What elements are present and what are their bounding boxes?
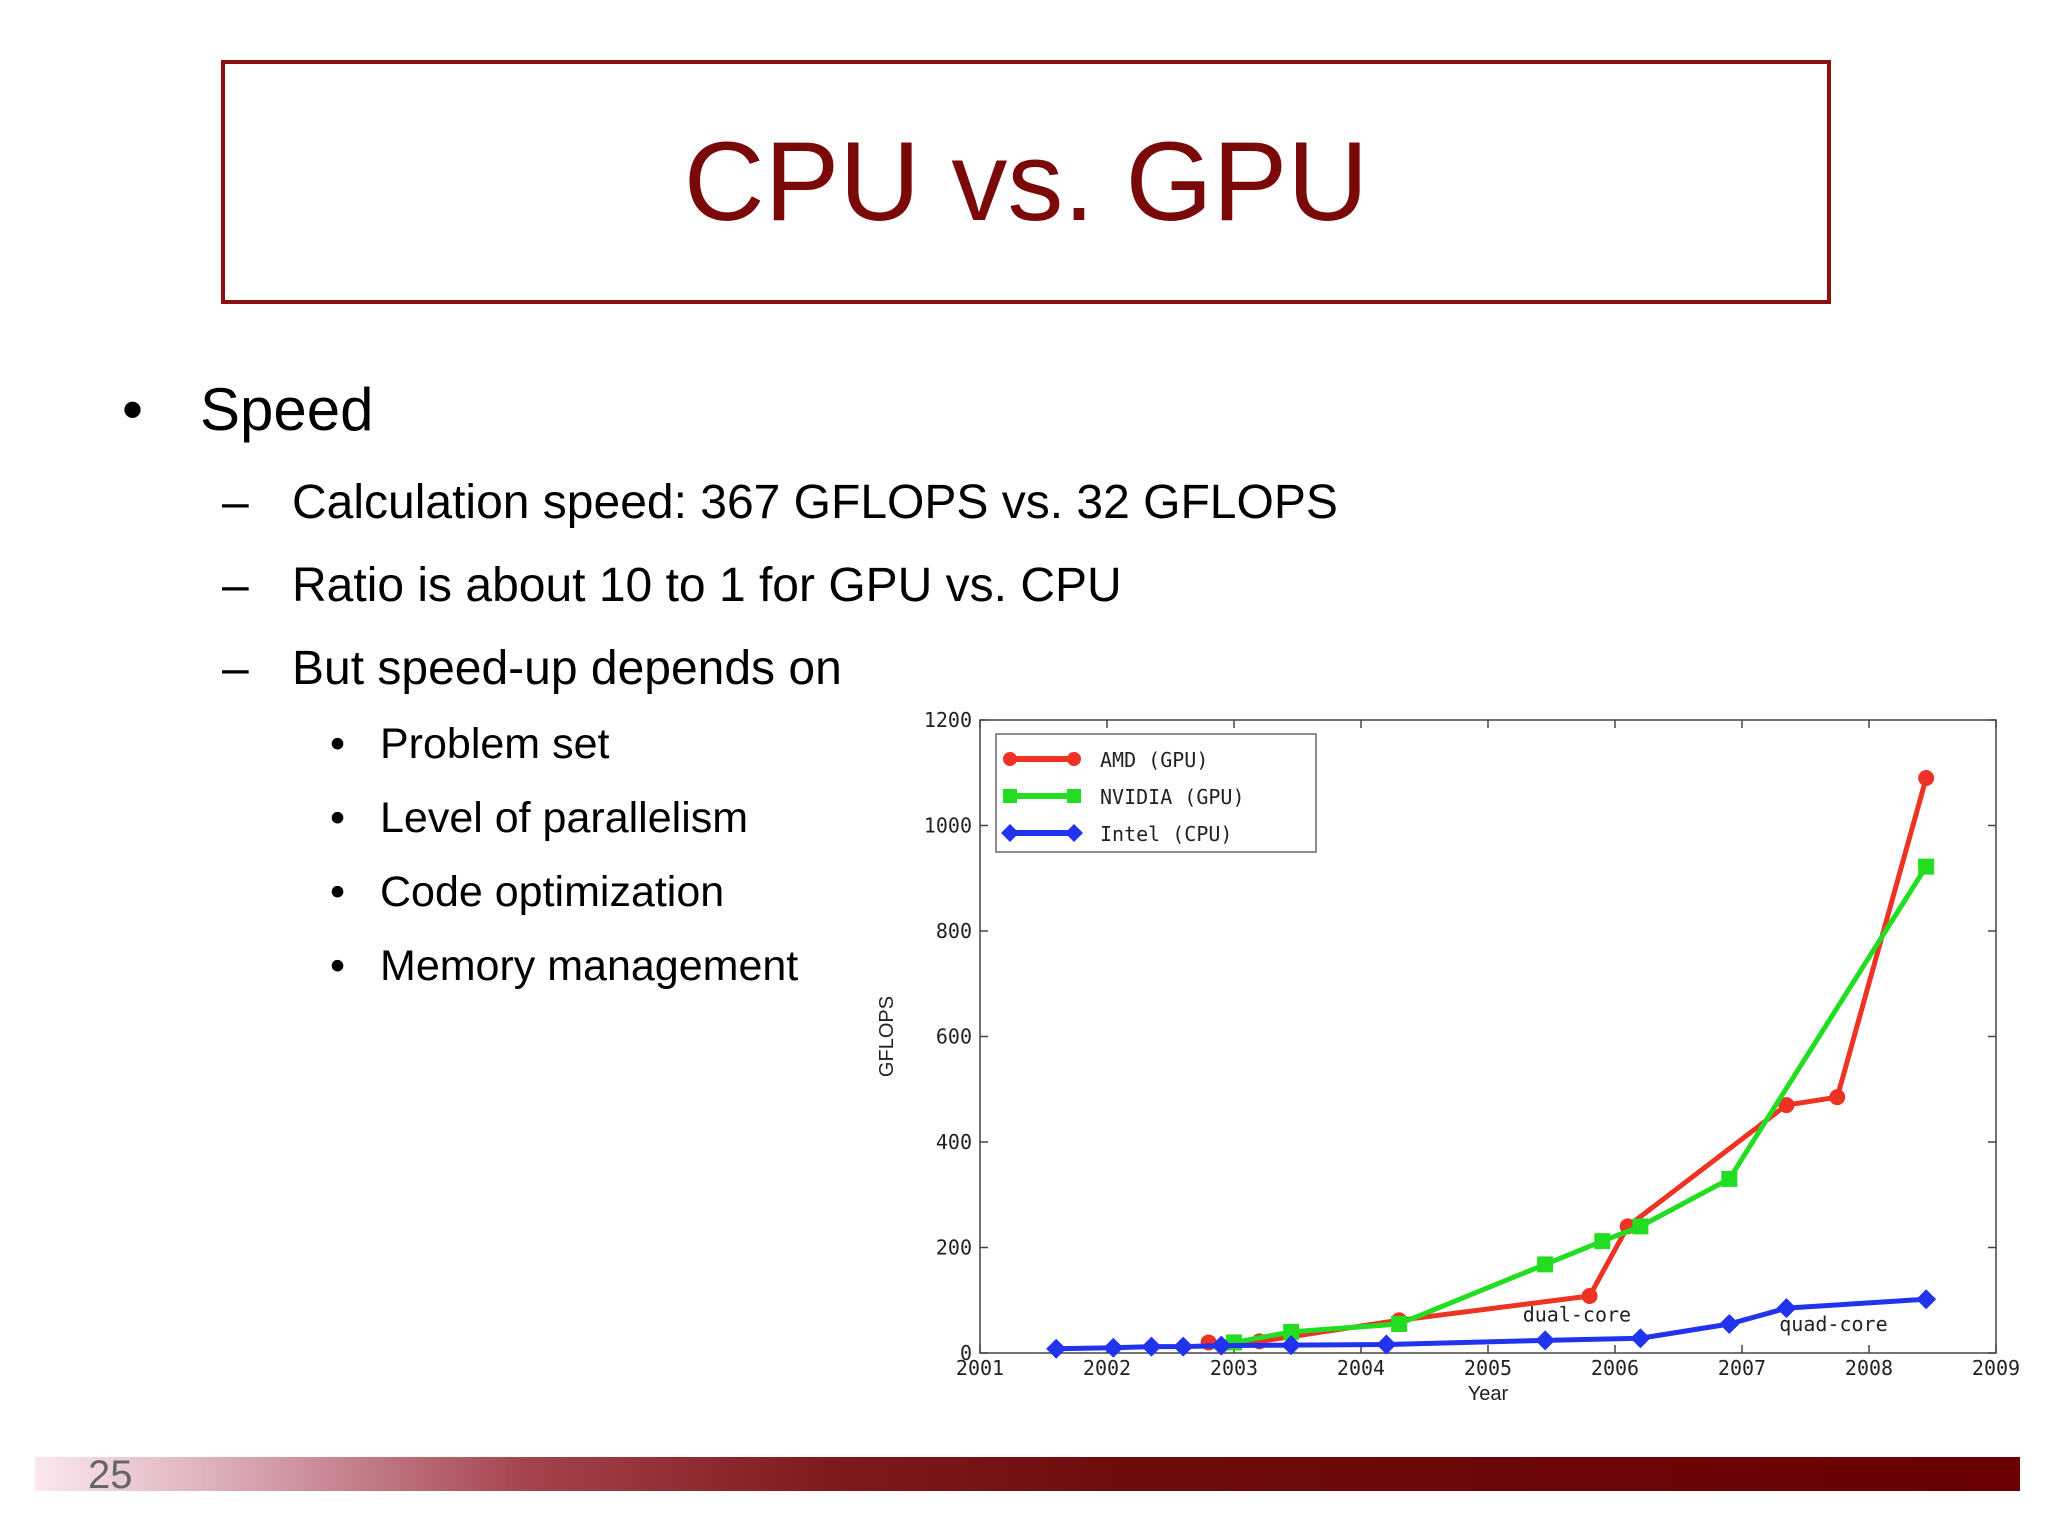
bullet-marker: • [330,720,346,768]
bullet-text: Ratio is about 10 to 1 for GPU vs. CPU [292,559,1122,612]
legend-swatch-marker [1067,752,1081,766]
legend-label: Intel (CPU) [1100,822,1232,846]
data-point [1632,1218,1649,1235]
bullet-depends: – But speed-up depends on [222,641,842,696]
bullet-ratio: – Ratio is about 10 to 1 for GPU vs. CPU [222,558,1122,613]
footer-bar [35,1457,2020,1491]
x-tick-label: 2008 [1845,1356,1893,1380]
y-tick-label: 0 [960,1341,972,1365]
x-tick-label: 2009 [1972,1356,2020,1380]
x-tick-label: 2007 [1718,1356,1766,1380]
data-point [1721,1170,1738,1187]
gflops-chart: 2001 2002 2003 2004 2005 2006 2007 2008 2009 0 200… [876,708,2020,1405]
data-point [1537,1256,1554,1273]
data-point [1211,1335,1232,1356]
data-point [1141,1336,1162,1357]
data-point [1829,1089,1846,1106]
data-point [1391,1315,1408,1332]
page-number: 25 [88,1453,133,1497]
legend-label: AMD (GPU) [1100,748,1208,772]
bullet-memory-management: • Memory management [330,942,798,991]
x-tick-label: 2001 [956,1356,1004,1380]
x-tick-label: 2003 [1210,1356,1258,1380]
bullet-marker: • [122,376,144,443]
bullet-marker: • [330,942,346,990]
series-line-0 [1208,777,1929,1345]
annotation-label: quad-core [1779,1312,1887,1336]
x-axis-title: Year [1468,1383,1509,1405]
data-point [1581,1288,1598,1305]
bullet-text: But speed-up depends on [292,642,842,695]
data-point [1173,1336,1194,1357]
bullet-code-optimization: • Code optimization [330,868,724,917]
y-tick-label: 200 [936,1236,972,1260]
legend-swatch-marker [1003,752,1017,766]
x-tick-label: 2005 [1464,1356,1512,1380]
legend-label: NVIDIA (GPU) [1100,785,1245,809]
x-tick-label: 2004 [1337,1356,1385,1380]
bullet-text: Calculation speed: 367 GFLOPS vs. 32 GFL… [292,476,1338,529]
legend-swatch-marker [1001,824,1019,842]
dash-marker: – [222,476,249,529]
y-tick-label: 600 [936,1025,972,1049]
bullet-problem-set: • Problem set [330,720,609,769]
slide-title: CPU vs. GPU [683,119,1369,244]
bullet-speed: • Speed [122,375,374,444]
data-point [1376,1334,1397,1355]
bullet-parallelism: • Level of parallelism [330,794,748,843]
y-axis-title: GFLOPS [876,996,898,1077]
data-point [1916,1289,1937,1310]
legend-swatch-marker [1067,789,1081,803]
annotation-label: dual-core [1523,1302,1631,1326]
data-point [1046,1338,1067,1359]
title-box: CPU vs. GPU [221,60,1831,304]
data-point [1103,1337,1124,1358]
data-point [1594,1233,1611,1250]
bullet-text: Code optimization [380,868,725,916]
y-tick-label: 1000 [924,814,972,838]
data-point [1778,1097,1795,1114]
series-line-1 [1233,865,1929,1345]
data-point [1535,1330,1556,1351]
data-point [1283,1323,1300,1340]
dash-marker: – [222,642,249,695]
data-point [1281,1335,1302,1356]
bullet-marker: • [330,868,346,916]
legend-swatch-marker [1003,789,1017,803]
bullet-calculation-speed: – Calculation speed: 367 GFLOPS vs. 32 GF… [222,475,1338,530]
y-tick-label: 400 [936,1130,972,1154]
data-point [1776,1298,1797,1319]
bullet-marker: • [330,794,346,842]
data-point [1918,858,1935,875]
data-point [1719,1313,1740,1334]
data-point [1918,770,1935,787]
x-tick-label: 2002 [1083,1356,1131,1380]
bullet-text: Level of parallelism [380,794,749,842]
y-tick-label: 1200 [924,708,972,732]
dash-marker: – [222,559,249,612]
data-point [1630,1328,1651,1349]
bullet-text: Speed [200,376,374,443]
y-tick-label: 800 [936,919,972,943]
legend-swatch-marker [1065,824,1083,842]
bullet-text: Problem set [380,720,610,768]
bullet-text: Memory management [380,942,799,990]
x-tick-label: 2006 [1591,1356,1639,1380]
